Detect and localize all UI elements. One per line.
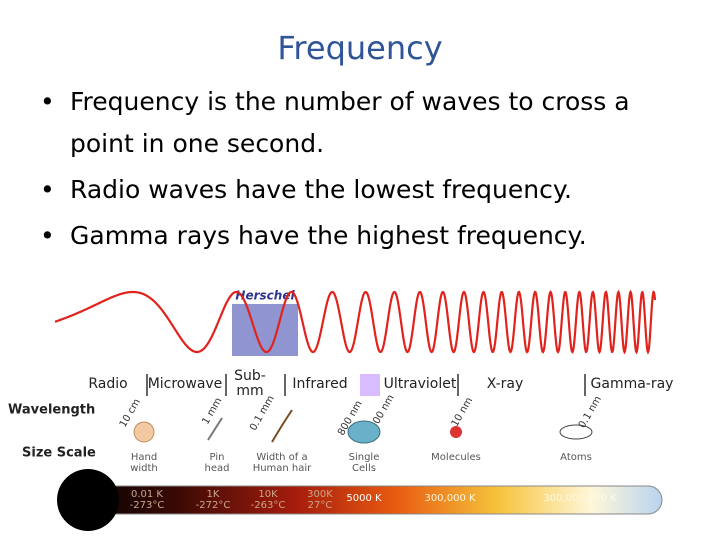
bullet-dot: •	[40, 87, 55, 116]
temperature-label: 300K	[307, 489, 333, 500]
temperature-label: 0.01 K	[131, 489, 163, 500]
temperature-label: 300,000,000 K	[543, 493, 617, 504]
bullet-text: Radio waves have the lowest frequency.	[70, 175, 572, 204]
bullet-text: Frequency is the number of waves to cros…	[70, 87, 630, 116]
herschel-highlight	[232, 304, 298, 356]
object-label: Pin	[210, 452, 225, 463]
object-label: Width of a	[256, 452, 307, 463]
bullet-dot: •	[40, 175, 55, 204]
object-label: Cells	[352, 463, 376, 474]
temperature-label: 27°C	[308, 500, 333, 511]
temperature-label: 5000 K	[346, 493, 382, 504]
temperature-label: 300,000 K	[424, 493, 476, 504]
band-label: Radio	[88, 376, 127, 392]
object-icon	[133, 421, 155, 443]
band-labels: Radio Microwave Sub-mm Infrared Ultraviolet X…	[88, 368, 673, 399]
band-label: Sub-	[234, 368, 266, 384]
wavelength-mark: 10 nm	[450, 396, 476, 429]
wavelength-label: Wavelength	[8, 403, 95, 418]
bullet-dot: •	[40, 221, 55, 250]
slide-title: Frequency	[277, 29, 442, 67]
wave	[54, 289, 657, 355]
object-icon	[450, 426, 462, 438]
band-label: X-ray	[487, 376, 524, 392]
visible-spectrum	[360, 374, 380, 396]
temperature-label: 10K	[258, 489, 278, 500]
bullet-list: • Frequency is the number of waves to cro…	[40, 87, 630, 250]
wavelength-mark: 1 mm	[200, 396, 224, 427]
object-label: Molecules	[431, 452, 481, 463]
thermometer-bulb	[57, 469, 119, 531]
band-label: Gamma-ray	[591, 376, 674, 392]
band-label: Ultraviolet	[384, 376, 457, 392]
temperature-label: -272°C	[196, 500, 231, 511]
object-icon	[559, 424, 593, 440]
bullet-text: point in one second.	[70, 129, 324, 158]
object-icon	[207, 417, 223, 441]
object-label: Human hair	[253, 463, 312, 474]
object-label: Hand	[131, 452, 157, 463]
object-label: Atoms	[560, 452, 592, 463]
temperature-label: -273°C	[130, 500, 165, 511]
size-scale-label: Size Scale	[22, 446, 96, 461]
temperature-label: -263°C	[251, 500, 286, 511]
herschel-label: Herschel	[235, 289, 295, 303]
object-icon	[271, 409, 293, 443]
object-icon	[347, 420, 381, 444]
object-label: Single	[349, 452, 380, 463]
bullet-text: Gamma rays have the highest frequency.	[70, 221, 587, 250]
temperature-label: 1K	[207, 489, 220, 500]
object-label: head	[205, 463, 230, 474]
band-label: Microwave	[148, 376, 223, 392]
band-label: mm	[236, 383, 263, 399]
wavelength-mark: 0.1 mm	[248, 394, 277, 433]
band-label: Infrared	[292, 376, 347, 392]
object-label: width	[130, 463, 158, 474]
